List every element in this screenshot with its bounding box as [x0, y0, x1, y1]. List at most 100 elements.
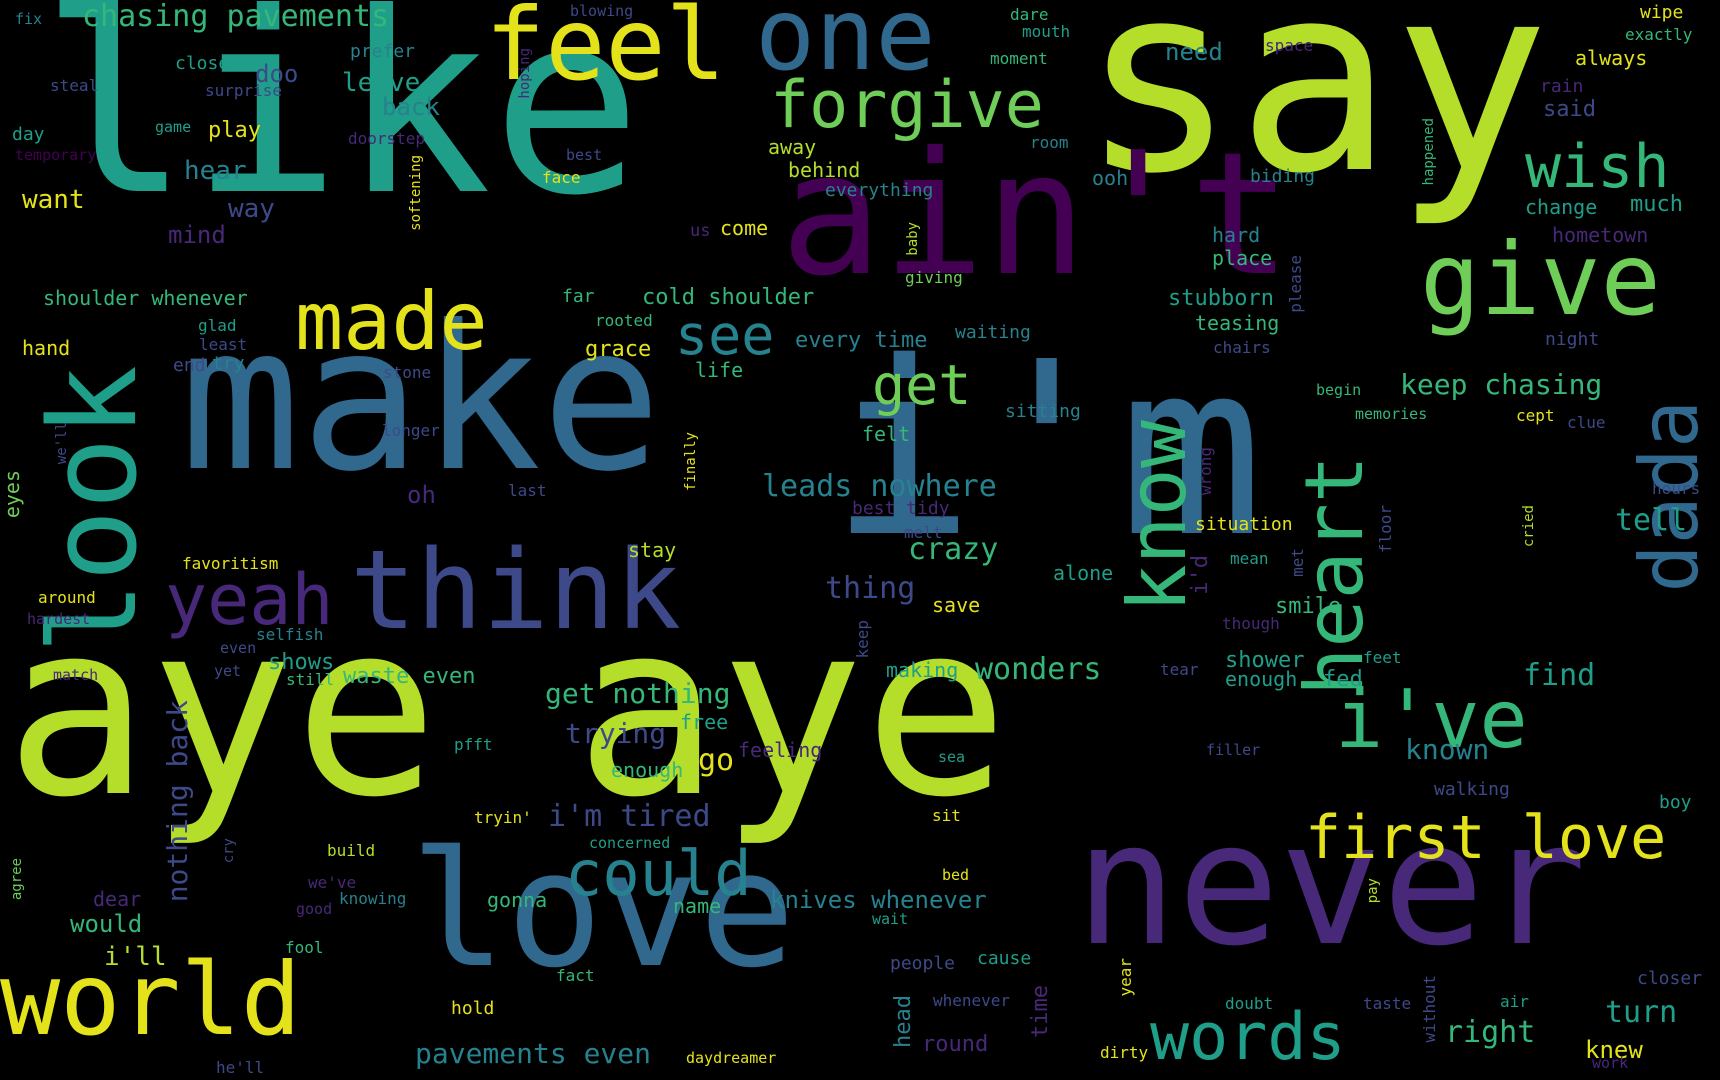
word: i've [1335, 673, 1528, 766]
word: day [12, 124, 45, 145]
word: would [70, 910, 143, 938]
word: back [382, 93, 440, 121]
word: selfish [256, 625, 324, 644]
word: walking [1434, 779, 1510, 800]
word: still [286, 670, 335, 689]
word: world [0, 941, 302, 1058]
word: he'll [216, 1058, 265, 1077]
word: trying [565, 717, 667, 750]
word: try [212, 353, 245, 374]
word: knives whenever [770, 886, 987, 914]
word: thing [825, 571, 916, 606]
word: temporary [15, 146, 97, 164]
word: cried [1521, 505, 1537, 548]
word: turn [1605, 995, 1678, 1030]
word: name [673, 894, 722, 918]
word: tryin' [474, 808, 532, 827]
word: yet [214, 662, 242, 680]
word: longer [382, 421, 440, 440]
word: known [1405, 733, 1490, 766]
word: always [1575, 46, 1648, 70]
word: work [1592, 1054, 1629, 1072]
word: get nothing [545, 677, 731, 710]
word: blowing [570, 2, 634, 20]
word: hours [1652, 479, 1701, 498]
word: night [1545, 329, 1600, 350]
word: even [220, 639, 257, 657]
word: situation [1195, 514, 1293, 535]
word: taste [1363, 994, 1412, 1013]
word: surprise [205, 81, 283, 100]
word: closer [1637, 968, 1703, 989]
word: forgive [770, 68, 1044, 143]
word: ain't [780, 116, 1292, 314]
word: met [1288, 548, 1307, 577]
word: grace [585, 337, 652, 362]
word: air [1500, 992, 1529, 1011]
word: feet [1363, 648, 1402, 667]
word: wrong [1196, 447, 1215, 496]
word: felt [862, 422, 911, 446]
word: i'd [1188, 555, 1213, 595]
word: see [675, 303, 775, 367]
word: pavements even [415, 1037, 652, 1070]
word: whenever [933, 991, 1011, 1010]
word: hand [22, 336, 71, 360]
word: said [1543, 97, 1596, 122]
word: rooted [595, 311, 653, 330]
word: please [1286, 255, 1305, 313]
word: like [40, 0, 643, 250]
word: close [175, 53, 230, 74]
word: we've [308, 873, 357, 892]
word: place [1212, 246, 1273, 270]
word: chairs [1213, 338, 1271, 357]
word: making [886, 658, 959, 682]
word: leads nowhere [762, 469, 997, 504]
word: i'll [104, 942, 167, 972]
word: doorstep [348, 129, 426, 148]
word: us [690, 221, 711, 241]
word: clue [1567, 413, 1606, 432]
word: shows [268, 650, 335, 675]
word: need [1165, 38, 1223, 66]
word: stubborn [1168, 286, 1274, 311]
word: doubt [1225, 994, 1274, 1013]
word: build [327, 841, 376, 860]
word: life [695, 358, 744, 382]
word: best [566, 146, 603, 164]
word: face [542, 168, 581, 187]
word: enough [1225, 667, 1298, 691]
word: waiting [955, 322, 1031, 343]
word: words [1150, 1000, 1346, 1075]
word: bed [942, 866, 970, 884]
word: melt [904, 523, 943, 542]
word: floor [1376, 505, 1395, 554]
word: everything [825, 180, 934, 201]
word: cept [1516, 406, 1555, 425]
word: moment [990, 49, 1048, 68]
word: end [173, 355, 206, 376]
word: room [1030, 133, 1069, 152]
word: first love [1305, 803, 1667, 873]
word: cold shoulder [642, 285, 815, 310]
word: feeling [738, 738, 823, 762]
word: agree [9, 858, 25, 901]
word: best tidy [852, 498, 950, 519]
word: right [1445, 1015, 1536, 1050]
word: hometown [1552, 223, 1649, 247]
word: softening [408, 155, 424, 231]
word: mouth [1022, 22, 1071, 41]
word: year [1116, 958, 1135, 997]
word: steal [50, 76, 99, 95]
word: ooh [1092, 166, 1129, 190]
word: round [922, 1032, 989, 1057]
word: mean [1230, 549, 1269, 568]
word: stone [383, 363, 432, 382]
word: stay [628, 538, 677, 562]
word: dare [1010, 5, 1049, 24]
word: begin [1316, 381, 1362, 399]
word: chasing pavements [82, 0, 390, 34]
word: boy [1659, 792, 1692, 813]
word: tear [1160, 660, 1199, 679]
